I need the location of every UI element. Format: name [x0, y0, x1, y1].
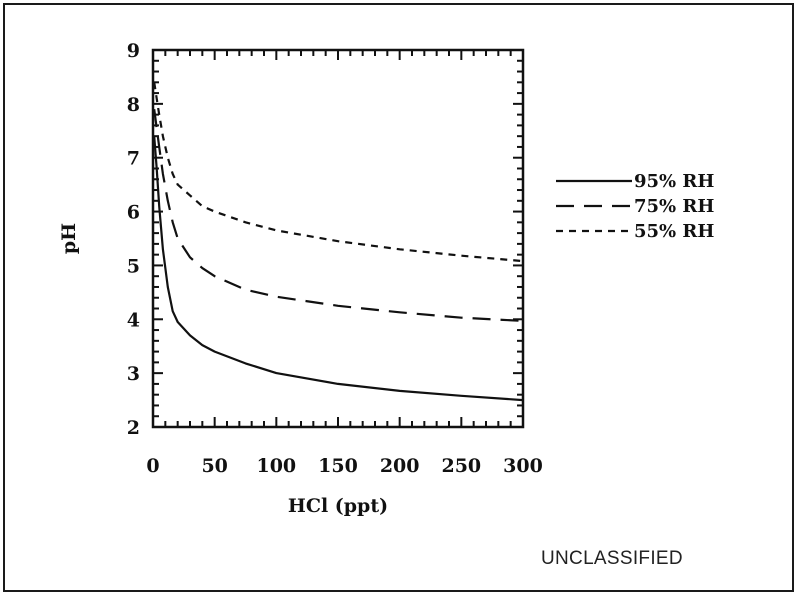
figure-frame	[3, 3, 794, 592]
y-tick-label: 5	[127, 255, 140, 277]
axis-ticks	[152, 49, 524, 428]
plot-area	[151, 48, 525, 429]
y-tick-label: 9	[127, 40, 140, 62]
y-tick-label: 2	[127, 417, 140, 439]
series-line-0	[153, 136, 524, 402]
x-tick-label: 300	[503, 455, 543, 477]
series-line-2	[153, 82, 524, 263]
legend-label-0: 95% RH	[634, 171, 714, 192]
x-axis-title: HCl (ppt)	[288, 495, 388, 517]
x-tick-label: 100	[256, 455, 296, 477]
x-tick-label: 0	[146, 455, 159, 477]
y-tick-label: 4	[127, 309, 140, 331]
legend-label-1: 75% RH	[634, 196, 714, 217]
x-tick-label: 150	[318, 455, 358, 477]
plot-border	[151, 48, 525, 429]
legend: 95% RH 75% RH 55% RH	[556, 171, 714, 242]
classification-label: UNCLASSIFIED	[541, 548, 683, 569]
x-tick-label: 50	[201, 455, 227, 477]
tick-labels: 0 50 100 150 200 250 300 2 3 4 5 6 7 8 9	[127, 40, 543, 477]
y-tick-label: 8	[127, 94, 140, 116]
y-axis-title: pH	[58, 223, 80, 254]
legend-label-2: 55% RH	[634, 221, 714, 242]
y-tick-label: 7	[127, 148, 140, 170]
series-layer	[153, 82, 524, 402]
y-tick-label: 6	[127, 202, 140, 224]
y-tick-label: 3	[127, 363, 140, 385]
x-tick-label: 200	[380, 455, 420, 477]
series-line-1	[153, 109, 524, 322]
x-tick-label: 250	[441, 455, 481, 477]
